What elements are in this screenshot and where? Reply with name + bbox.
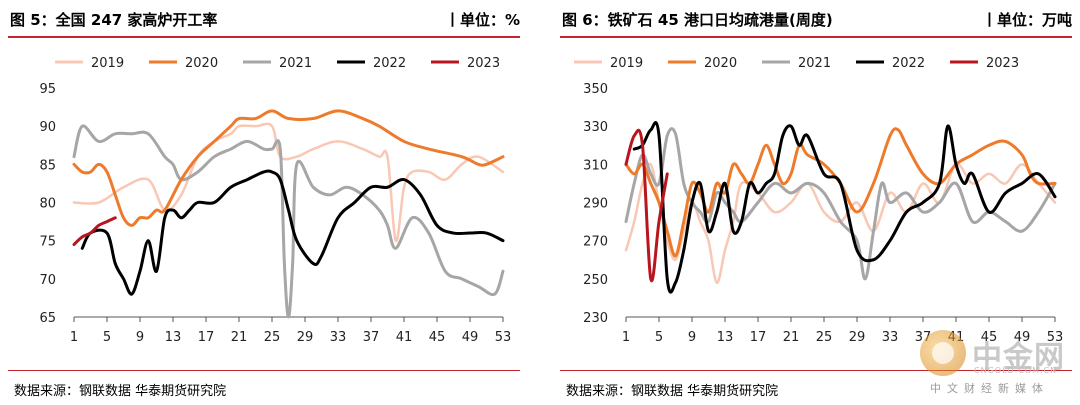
y-tick-label: 75 [39, 235, 56, 250]
y-tick-label: 90 [39, 120, 56, 135]
y-tick-label: 270 [583, 235, 608, 250]
x-tick-label: 49 [1014, 330, 1031, 345]
watermark: 中金网 CNGOLD.COM.CN 中文财经新媒体 [920, 330, 1080, 400]
x-tick-label: 33 [330, 330, 347, 345]
y-tick-label: 350 [583, 82, 608, 97]
x-tick-label: 13 [717, 330, 734, 345]
y-tick-label: 310 [583, 158, 608, 173]
blast-furnace-rate-chart: 2019 2020 2021 2022 2023 95 90 85 80 75 70 65 1 5 9 13 1… [39, 56, 512, 345]
watermark-tagline: 中文财经新媒体 [930, 382, 1049, 395]
series-line-2023 [72, 216, 117, 246]
series-line-2022 [80, 169, 505, 296]
legend-label-2023: 2023 [467, 56, 500, 71]
x-tick-label: 25 [816, 330, 833, 345]
legend-label-2022: 2022 [892, 56, 925, 71]
series-line-2019 [624, 162, 1057, 284]
series-line-2022 [632, 121, 1057, 294]
x-tick-label: 5 [655, 330, 663, 345]
y-tick-label: 70 [39, 273, 56, 288]
legend-label-2021: 2021 [279, 56, 312, 71]
y-tick-label: 65 [39, 311, 56, 326]
title-rule [560, 36, 1072, 38]
x-tick-label: 53 [495, 330, 512, 345]
x-tick-label: 49 [462, 330, 479, 345]
legend-label-2020: 2020 [704, 56, 737, 71]
x-tick-label: 13 [165, 330, 182, 345]
legend-label-2019: 2019 [91, 56, 124, 71]
x-tick-label: 33 [882, 330, 899, 345]
series-line-2023 [624, 128, 669, 283]
x-tick-label: 25 [264, 330, 281, 345]
series-line-2020 [624, 127, 1057, 258]
port-evacuation-chart: 2019 2020 2021 2022 2023 350 330 310 290 270 250 23… [574, 56, 1064, 345]
y-tick-label: 330 [583, 120, 608, 135]
chart-source: 数据来源：钢联数据 华泰期货研究院 [566, 384, 779, 399]
x-tick-label: 17 [198, 330, 215, 345]
x-tick-label: 37 [363, 330, 380, 345]
chart-title: 图 5：全国 247 家高炉开工率 [10, 11, 218, 29]
legend-label-2019: 2019 [610, 56, 643, 71]
x-tick-label: 29 [849, 330, 866, 345]
chart-title: 图 6：铁矿石 45 港口日均疏港量(周度) [562, 11, 833, 29]
x-tick-label: 1 [70, 330, 78, 345]
x-tick-label: 45 [429, 330, 446, 345]
x-tick-label: 21 [231, 330, 248, 345]
watermark-name: 中金网 [972, 340, 1065, 375]
chart-legend: 2019 2020 2021 2022 2023 [55, 56, 500, 71]
chart-panel-right: 图 6：铁矿石 45 港口日均疏港量(周度) 丨单位：万吨 2019 2020 20… [552, 0, 1080, 405]
series-line-2019 [72, 122, 505, 242]
series-line-2021 [624, 127, 1057, 281]
x-tick-label: 53 [1047, 330, 1064, 345]
x-tick-label: 21 [783, 330, 800, 345]
title-rule [8, 36, 520, 38]
legend-label-2020: 2020 [185, 56, 218, 71]
chart-unit: 丨单位：% [444, 11, 520, 29]
y-tick-label: 290 [583, 197, 608, 212]
x-tick-label: 29 [297, 330, 314, 345]
chart-panel-left: 图 5：全国 247 家高炉开工率 丨单位：% 2019 2020 2021 2022… [0, 0, 528, 405]
y-tick-label: 80 [39, 197, 56, 212]
y-tick-label: 95 [39, 82, 56, 97]
legend-label-2023: 2023 [986, 56, 1019, 71]
x-tick-label: 45 [981, 330, 998, 345]
x-tick-label: 9 [136, 330, 144, 345]
source-rule [8, 370, 520, 371]
y-tick-label: 250 [583, 273, 608, 288]
y-tick-label: 230 [583, 311, 608, 326]
x-tick-label: 1 [622, 330, 630, 345]
legend-label-2021: 2021 [798, 56, 831, 71]
chart-legend: 2019 2020 2021 2022 2023 [574, 56, 1019, 71]
source-rule [560, 370, 1072, 371]
series-line-2020 [72, 109, 505, 227]
legend-label-2022: 2022 [373, 56, 406, 71]
x-tick-label: 9 [688, 330, 696, 345]
series-line-2021 [72, 124, 505, 319]
watermark-url: CNGOLD.COM.CN [974, 366, 1058, 375]
y-tick-label: 85 [39, 158, 56, 173]
watermark-logo-icon [920, 330, 966, 376]
x-tick-label: 17 [750, 330, 767, 345]
x-tick-label: 5 [103, 330, 111, 345]
chart-source: 数据来源：钢联数据 华泰期货研究院 [14, 384, 227, 399]
chart-unit: 丨单位：万吨 [981, 11, 1072, 29]
x-tick-label: 41 [396, 330, 413, 345]
